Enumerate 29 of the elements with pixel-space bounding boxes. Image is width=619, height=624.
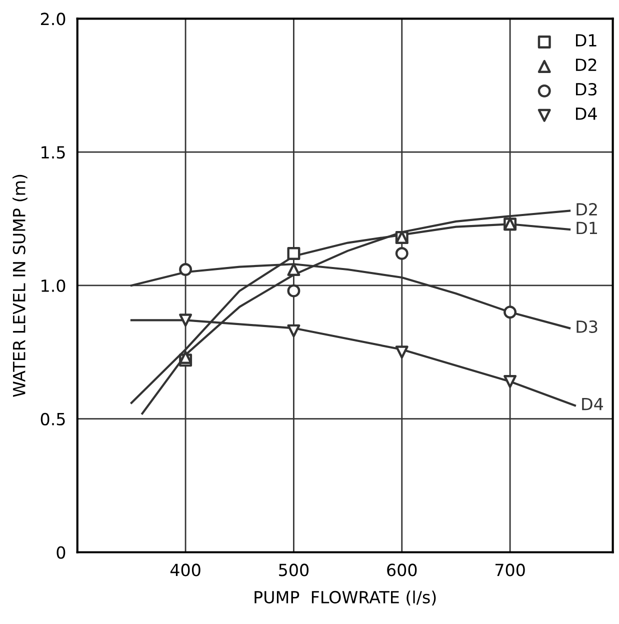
y-tick-label: 1.5 <box>42 146 65 159</box>
legend-label: D4 <box>576 108 597 120</box>
point <box>504 375 517 388</box>
x-tick-label: 600 <box>387 564 417 576</box>
series-label: D3 <box>576 320 598 333</box>
y-tick-label: 2.0 <box>40 12 66 26</box>
y-axis-title: WATER LEVEL IN SUMP (m) <box>12 174 28 397</box>
x-tick-label: 400 <box>170 564 200 576</box>
point <box>287 262 300 276</box>
x-axis-title: PUMP FLOWRATE (l/s) <box>254 590 436 606</box>
y-tick-label: 0.5 <box>40 412 65 426</box>
series-label: D2 <box>576 203 597 216</box>
point <box>395 246 408 260</box>
point <box>287 324 300 338</box>
legend-label: D1 <box>576 34 596 46</box>
y-tick-label: 1.0 <box>42 279 66 292</box>
x-tick-label: 700 <box>496 564 525 576</box>
point <box>287 284 300 298</box>
legend-label: D3 <box>576 82 596 96</box>
point <box>287 246 300 260</box>
point <box>395 346 408 359</box>
y-tick-label: 0 <box>56 546 66 559</box>
point <box>179 314 192 327</box>
series-label: D1 <box>576 222 597 234</box>
x-tick-label: 500 <box>279 564 309 576</box>
series-label: D4 <box>582 398 604 410</box>
legend-label: D2 <box>576 58 596 71</box>
point <box>179 262 192 276</box>
point <box>504 306 517 319</box>
